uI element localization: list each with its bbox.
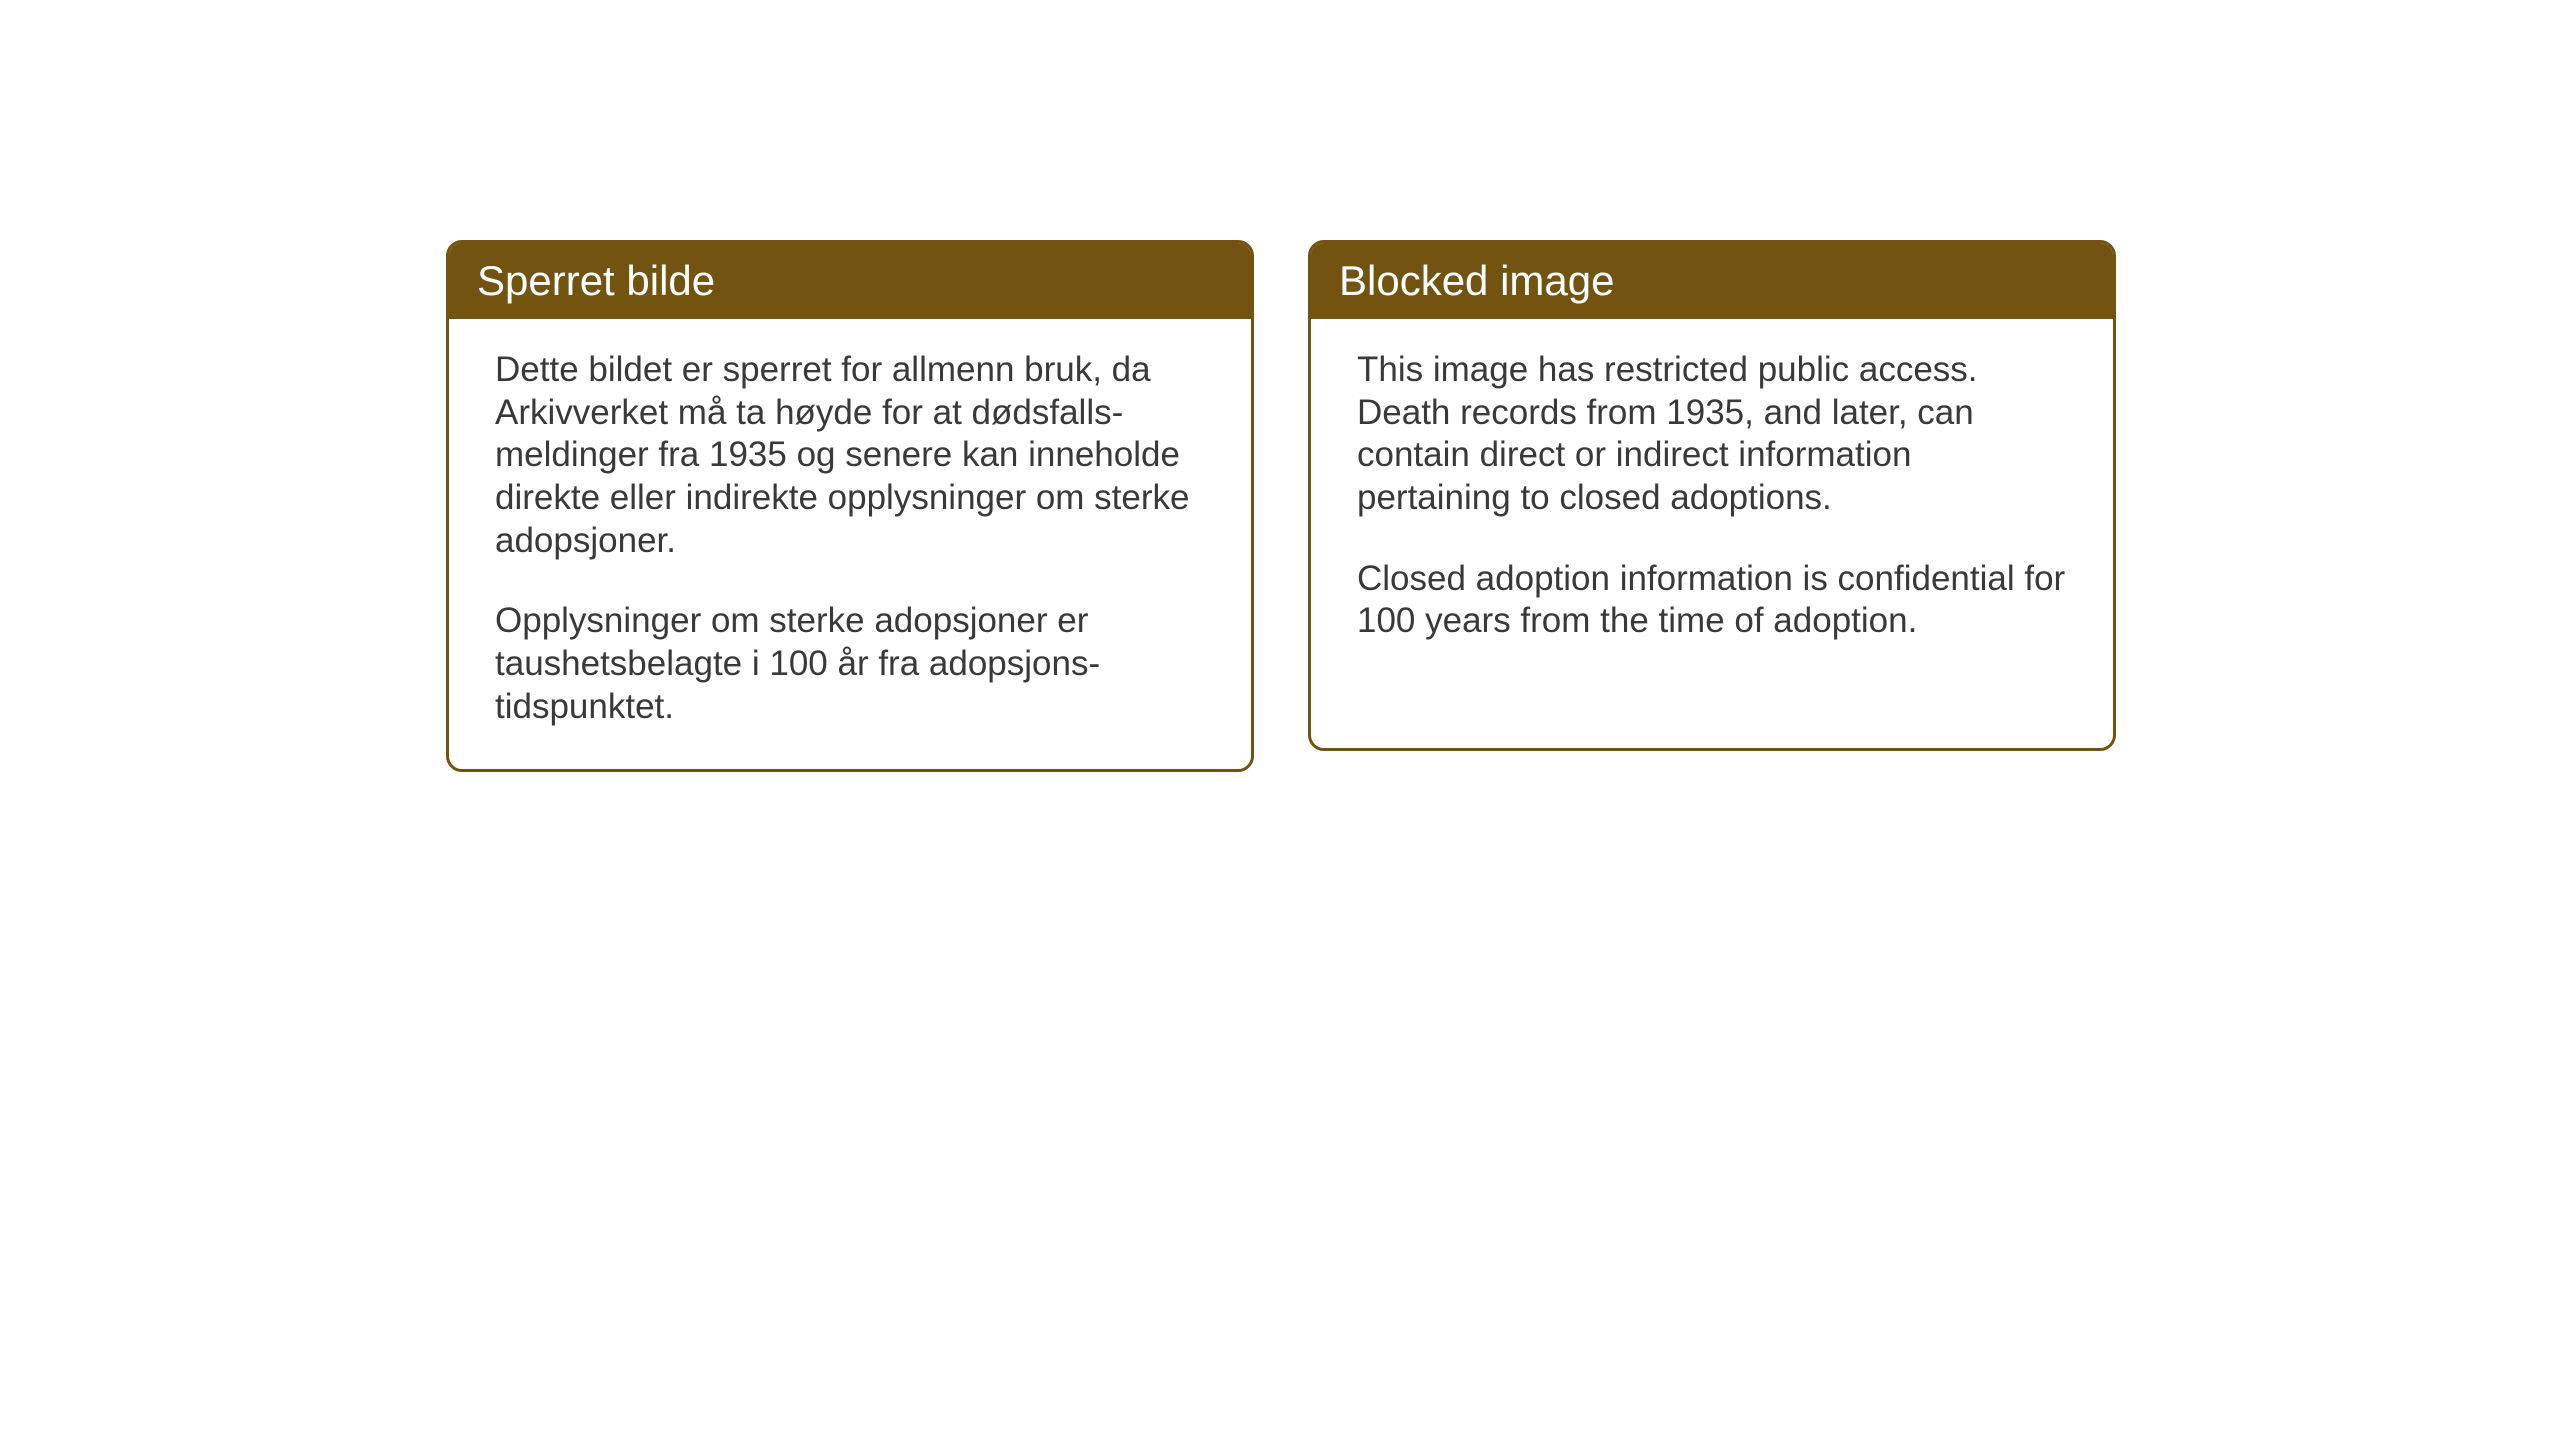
notice-cards-container: Sperret bilde Dette bildet er sperret fo… — [446, 240, 2116, 772]
english-card-body: This image has restricted public access.… — [1311, 319, 2113, 683]
english-card-title: Blocked image — [1311, 243, 2113, 319]
norwegian-card-body: Dette bildet er sperret for allmenn bruk… — [449, 319, 1251, 769]
english-paragraph-2: Closed adoption information is confident… — [1357, 558, 2067, 643]
norwegian-card-title: Sperret bilde — [449, 243, 1251, 319]
norwegian-notice-card: Sperret bilde Dette bildet er sperret fo… — [446, 240, 1254, 772]
english-paragraph-1: This image has restricted public access.… — [1357, 349, 2067, 520]
english-notice-card: Blocked image This image has restricted … — [1308, 240, 2116, 751]
norwegian-paragraph-2: Opplysninger om sterke adopsjoner er tau… — [495, 600, 1205, 728]
norwegian-paragraph-1: Dette bildet er sperret for allmenn bruk… — [495, 349, 1205, 562]
